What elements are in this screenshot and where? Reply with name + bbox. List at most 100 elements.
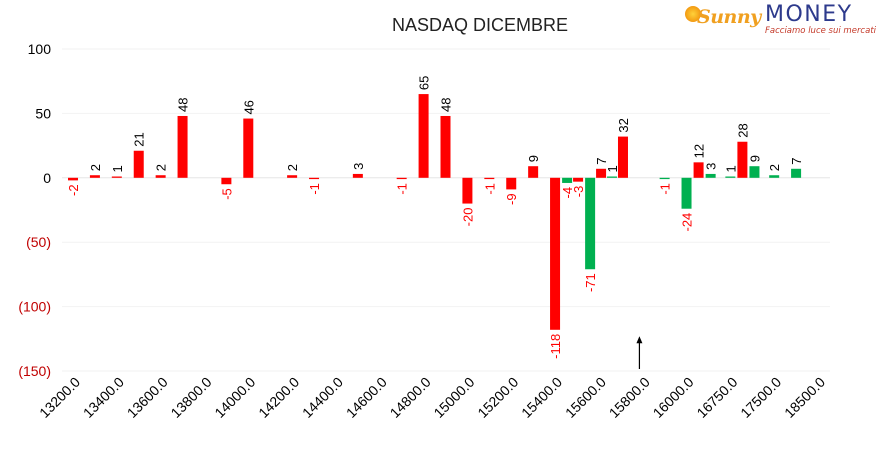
data-label: 32 [616,118,631,132]
y-tick-label: 100 [28,41,52,57]
data-label: 3 [704,163,719,170]
bar [506,177,517,190]
data-label: 2 [154,164,169,171]
logo-tagline: Facciamo luce sui mercati [765,26,877,36]
data-label: -9 [504,193,519,205]
x-tick-label: 15000.0 [430,374,477,421]
data-label: 1 [605,165,620,172]
y-tick-label: (150) [18,363,51,379]
bar [693,162,704,178]
data-label: 2 [285,164,300,171]
bar [396,177,407,180]
data-label: 12 [692,144,707,158]
bar [133,150,144,178]
y-axis-tick-labels: 100 50 0 (50) (100) (150) [18,41,51,379]
x-tick-label: 16750.0 [693,374,740,421]
data-label: 7 [789,158,804,165]
bar [737,141,748,178]
bar [596,168,607,178]
x-tick-label: 13200.0 [36,374,83,421]
data-label: -3 [571,186,586,198]
bar [89,175,100,178]
bar [585,177,596,270]
x-tick-label: 15600.0 [562,374,609,421]
bar [749,166,760,178]
bar [484,177,495,180]
bar [287,175,298,178]
data-label: 9 [526,155,541,162]
data-label: 7 [594,158,609,165]
x-axis-tick-labels: 13200.013400.013600.013800.014000.014200… [36,374,828,421]
data-label: 65 [417,76,432,90]
bar [617,136,628,178]
data-label: -71 [583,273,598,292]
x-tick-label: 16000.0 [650,374,697,421]
bar [155,175,166,178]
data-label: -1 [482,183,497,195]
data-label: 1 [723,165,738,172]
bar [418,94,429,178]
bar [177,115,188,178]
bar [659,177,670,180]
y-tick-label: (100) [18,299,51,315]
bar [352,173,363,178]
data-label: -2 [66,184,81,196]
bar [440,115,451,178]
y-tick-label: (50) [26,234,51,250]
data-label: 3 [351,163,366,170]
bar [550,177,561,330]
data-label: 28 [735,123,750,137]
data-labels: -22 121248-5462-13-16548-20-1-99-118-4-3-… [66,76,804,359]
bars [68,94,802,330]
x-tick-label: 14600.0 [343,374,390,421]
x-tick-label: 14800.0 [387,374,434,421]
y-tick-label: 50 [35,105,51,121]
logo-brand-sunny: Sunny [697,6,761,28]
sunny-money-logo: Sunny MONEY Facciamo luce sui mercati [683,2,883,38]
bar [573,177,584,182]
x-tick-label: 13600.0 [124,374,171,421]
data-label: 46 [241,100,256,114]
bar [562,177,573,183]
x-tick-label: 13800.0 [167,374,214,421]
bar [607,176,618,178]
bar [681,177,692,209]
bar [243,118,254,178]
bar [705,173,716,178]
logo-brand-money: MONEY [765,2,853,27]
x-tick-label: 14400.0 [299,374,346,421]
data-label: -1 [658,183,673,195]
annotations [636,336,643,369]
x-tick-label: 14000.0 [211,374,258,421]
x-tick-label: 17500.0 [737,374,784,421]
bar [462,177,473,204]
bar [309,177,320,180]
x-tick-label: 15200.0 [474,374,521,421]
data-label: -20 [460,208,475,227]
x-tick-label: 15400.0 [518,374,565,421]
data-label: 2 [88,164,103,171]
data-label: -118 [548,334,563,359]
bar [725,176,736,178]
bar [221,177,232,185]
y-tick-label: 0 [43,170,51,186]
x-tick-label: 13400.0 [80,374,127,421]
bar [111,176,122,178]
x-tick-label: 14200.0 [255,374,302,421]
data-label: 1 [110,165,125,172]
data-label: 48 [439,98,454,112]
data-label: -5 [219,188,234,200]
data-label: 2 [767,164,782,171]
data-label: 9 [747,155,762,162]
arrow-head-icon [636,336,643,344]
bar [791,168,802,178]
chart-title: NASDAQ DICEMBRE [392,15,568,35]
sun-icon [685,6,701,22]
data-label: 48 [176,98,191,112]
data-label: -1 [307,183,322,195]
bar [68,177,78,181]
data-label: -24 [680,213,695,232]
gridlines [62,48,830,372]
bar [769,175,780,178]
